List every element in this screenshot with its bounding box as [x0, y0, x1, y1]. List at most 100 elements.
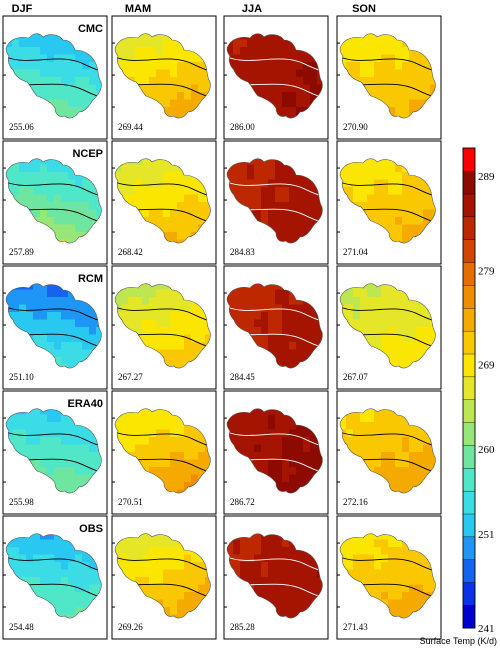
- temperature-cell: [40, 547, 48, 556]
- panel-era40-jja: 286.72: [223, 390, 329, 515]
- temperature-cell: [198, 459, 206, 468]
- temperature-cell: [5, 297, 13, 306]
- temperature-cell: [388, 187, 396, 196]
- temperature-cell: [89, 342, 97, 351]
- temperature-cell: [33, 54, 41, 63]
- temperature-cell: [395, 482, 403, 491]
- temperature-cell: [177, 312, 185, 321]
- temperature-cell: [75, 547, 83, 556]
- contour-line: [5, 555, 102, 572]
- temperature-cell: [135, 289, 143, 298]
- temperature-cell: [12, 172, 20, 181]
- temperature-cell: [374, 172, 382, 181]
- temperature-cell: [26, 319, 34, 328]
- temperature-cell: [303, 584, 311, 593]
- temperature-cell: [40, 429, 48, 438]
- temperature-cell: [75, 224, 83, 233]
- temperature-cell: [261, 54, 269, 63]
- temperature-cell: [170, 467, 178, 476]
- temperature-cell: [247, 62, 255, 71]
- temperature-cell: [367, 554, 375, 563]
- temperature-cell: [128, 437, 136, 446]
- temperature-cell: [360, 319, 368, 328]
- temperature-cell: [198, 444, 206, 453]
- contour-line: [114, 180, 211, 197]
- temperature-cell: [374, 179, 382, 188]
- temperature-cell: [374, 202, 382, 211]
- temperature-cell: [12, 164, 20, 173]
- temperature-cell: [282, 194, 290, 203]
- temperature-cell: [128, 172, 136, 181]
- temperature-cell: [149, 327, 157, 336]
- temperature-cell: [339, 539, 347, 548]
- temperature-cell: [128, 39, 136, 48]
- temperature-cell: [163, 444, 171, 453]
- temperature-cell: [416, 99, 424, 108]
- temperature-cell: [310, 194, 318, 203]
- temperature-cell: [402, 429, 410, 438]
- temperature-cell: [135, 312, 143, 321]
- temperature-cell: [233, 69, 241, 78]
- contour-line: [339, 55, 436, 72]
- temperature-cell: [395, 289, 403, 298]
- temperature-cell: [19, 194, 27, 203]
- temperature-cell: [395, 607, 403, 616]
- temperature-cell: [89, 569, 97, 578]
- colorbar-tick-label: 289: [478, 171, 495, 183]
- temperature-cell: [156, 334, 164, 343]
- temperature-cell: [317, 459, 323, 468]
- temperature-cell: [402, 452, 410, 461]
- temperature-cell: [121, 69, 129, 78]
- temperature-cell: [395, 474, 403, 483]
- temperature-cell: [82, 452, 90, 461]
- temperature-cell: [402, 584, 410, 593]
- temperature-cell: [170, 172, 178, 181]
- temperature-cell: [346, 554, 354, 563]
- temperature-cell: [275, 47, 283, 56]
- temperature-cell: [268, 459, 276, 468]
- temperature-cell: [170, 334, 178, 343]
- temperature-cell: [416, 319, 424, 328]
- temperature-cell: [395, 452, 403, 461]
- temperature-cell: [374, 312, 382, 321]
- temperature-cell: [233, 172, 241, 181]
- basin-outline: [226, 283, 323, 369]
- temperature-cell: [296, 422, 304, 431]
- colorbar-segment: [462, 604, 476, 629]
- contour-line: [339, 430, 436, 447]
- temperature-cell: [68, 562, 76, 571]
- temperature-cell: [240, 304, 248, 313]
- temperature-cell: [184, 84, 192, 93]
- temperature-cell: [89, 187, 97, 196]
- temperature-cell: [275, 33, 283, 41]
- temperature-cell: [254, 562, 262, 571]
- temperature-cell: [135, 77, 143, 86]
- temperature-cell: [261, 47, 269, 56]
- temperature-cell: [282, 224, 290, 233]
- basin-outline: [114, 283, 211, 369]
- temperature-cell: [268, 467, 276, 476]
- temperature-cell: [68, 319, 76, 328]
- temperature-cell: [254, 422, 262, 431]
- temperature-cell: [423, 92, 431, 101]
- temperature-cell: [89, 467, 97, 476]
- temperature-cell: [268, 92, 276, 101]
- temperature-cell: [409, 304, 417, 313]
- temperature-cell: [33, 304, 41, 313]
- temperature-cell: [381, 312, 389, 321]
- temperature-cell: [33, 209, 41, 218]
- temperature-cell: [170, 569, 178, 578]
- temperature-cell: [54, 209, 62, 218]
- temperature-cell: [402, 547, 410, 556]
- temperature-cell: [240, 539, 248, 548]
- temperature-cell: [40, 334, 48, 343]
- temperature-cell: [268, 158, 276, 166]
- temperature-cell: [40, 92, 48, 101]
- temperature-cell: [402, 607, 410, 616]
- temperature-cell: [388, 577, 396, 586]
- temperature-cell: [156, 429, 164, 438]
- temperature-cell: [296, 172, 304, 181]
- temperature-cell: [367, 569, 375, 578]
- temperature-cell: [26, 47, 34, 56]
- temperature-cell: [205, 459, 211, 468]
